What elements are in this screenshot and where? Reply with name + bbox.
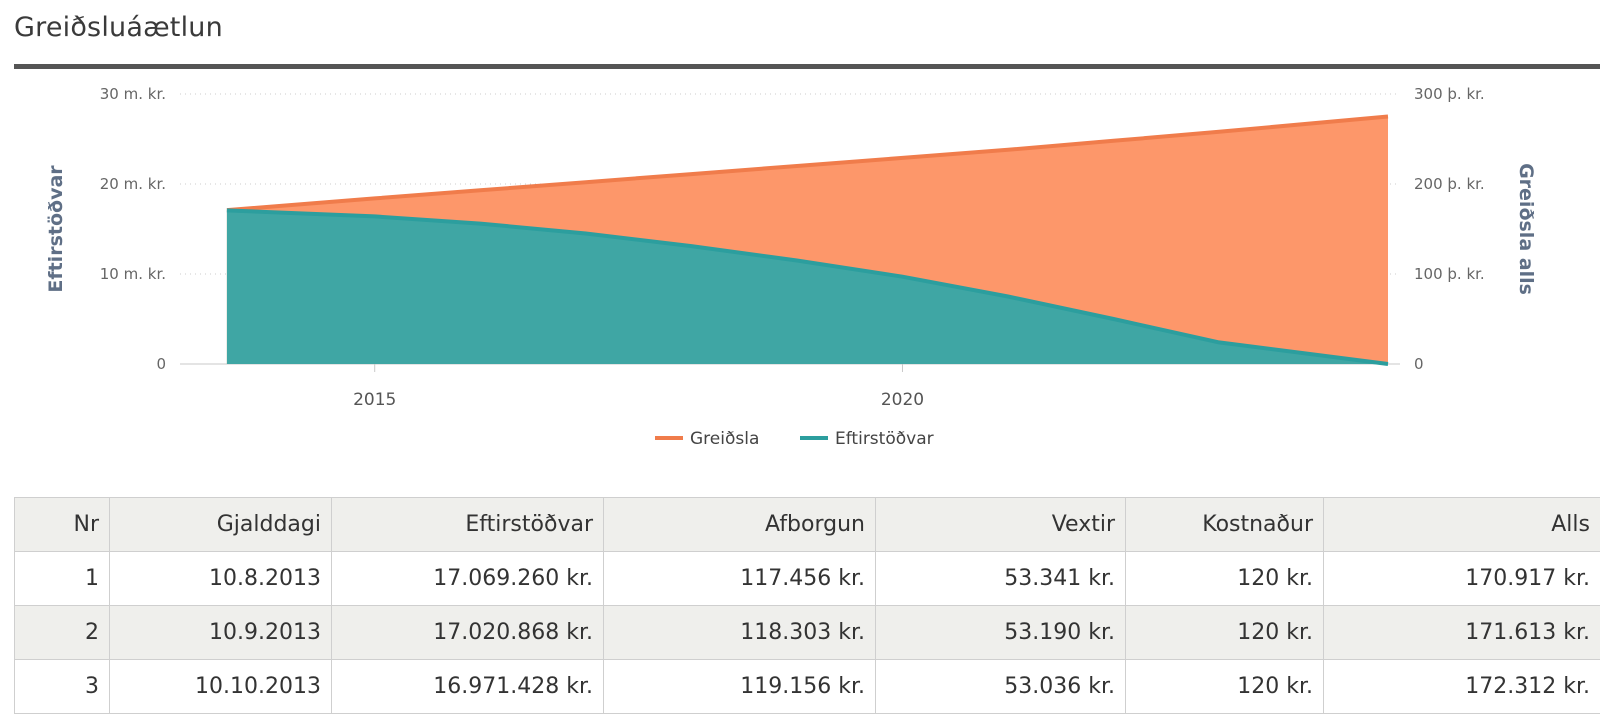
table-row: 3 10.10.2013 16.971.428 kr. 119.156 kr. …: [15, 660, 1600, 714]
cell-nr: 3: [15, 660, 110, 714]
cell-due-date: 10.10.2013: [110, 660, 332, 714]
y-left-tick-label: 0: [156, 355, 166, 373]
cell-principal: 118.303 kr.: [604, 606, 876, 660]
payment-schedule-table: Nr Gjalddagi Eftirstöðvar Afborgun Vexti…: [14, 497, 1600, 714]
cell-principal: 119.156 kr.: [604, 660, 876, 714]
cell-remaining: 17.069.260 kr.: [332, 552, 604, 606]
legend-greidsla-label: Greiðsla: [690, 429, 759, 449]
column-header-nr[interactable]: Nr: [15, 498, 110, 552]
page-title: Greiðsluáætlun: [14, 12, 223, 43]
cell-cost: 120 kr.: [1126, 660, 1324, 714]
column-header-due-date[interactable]: Gjalddagi: [110, 498, 332, 552]
cell-due-date: 10.8.2013: [110, 552, 332, 606]
column-header-cost[interactable]: Kostnaður: [1126, 498, 1324, 552]
table-row: 2 10.9.2013 17.020.868 kr. 118.303 kr. 5…: [15, 606, 1600, 660]
y-left-tick-label: 20 m. kr.: [100, 175, 166, 193]
cell-cost: 120 kr.: [1126, 606, 1324, 660]
cell-due-date: 10.9.2013: [110, 606, 332, 660]
y-right-axis-title: Greiðsla alls: [1515, 163, 1537, 295]
cell-nr: 2: [15, 606, 110, 660]
y-right-tick-label: 300 þ. kr.: [1414, 85, 1485, 103]
cell-total: 170.917 kr.: [1324, 552, 1600, 606]
cell-total: 171.613 kr.: [1324, 606, 1600, 660]
column-header-principal[interactable]: Afborgun: [604, 498, 876, 552]
cell-principal: 117.456 kr.: [604, 552, 876, 606]
column-header-interest[interactable]: Vextir: [876, 498, 1126, 552]
cell-interest: 53.341 kr.: [876, 552, 1126, 606]
cell-interest: 53.190 kr.: [876, 606, 1126, 660]
y-left-tick-label: 30 m. kr.: [100, 85, 166, 103]
x-tick-label: 2015: [353, 390, 396, 410]
column-header-total[interactable]: Alls: [1324, 498, 1600, 552]
table-header-row: Nr Gjalddagi Eftirstöðvar Afborgun Vexti…: [15, 498, 1600, 552]
table-row: 1 10.8.2013 17.069.260 kr. 117.456 kr. 5…: [15, 552, 1600, 606]
cell-cost: 120 kr.: [1126, 552, 1324, 606]
y-right-tick-label: 0: [1414, 355, 1424, 373]
legend-eftirstodvar-label: Eftirstöðvar: [835, 429, 934, 449]
x-tick-label: 2020: [881, 390, 924, 410]
cell-interest: 53.036 kr.: [876, 660, 1126, 714]
y-right-tick-label: 200 þ. kr.: [1414, 175, 1485, 193]
y-left-axis-title: Eftirstöðvar: [45, 165, 67, 293]
y-left-tick-label: 10 m. kr.: [100, 265, 166, 283]
cell-remaining: 17.020.868 kr.: [332, 606, 604, 660]
cell-nr: 1: [15, 552, 110, 606]
cell-total: 172.312 kr.: [1324, 660, 1600, 714]
y-right-tick-label: 100 þ. kr.: [1414, 265, 1485, 283]
title-divider: [14, 64, 1600, 69]
column-header-remaining[interactable]: Eftirstöðvar: [332, 498, 604, 552]
payment-schedule-chart: 0 0 10 m. kr. 100 þ. kr. 20 m. kr. 200 þ. kr.…: [0, 70, 1600, 480]
cell-remaining: 16.971.428 kr.: [332, 660, 604, 714]
